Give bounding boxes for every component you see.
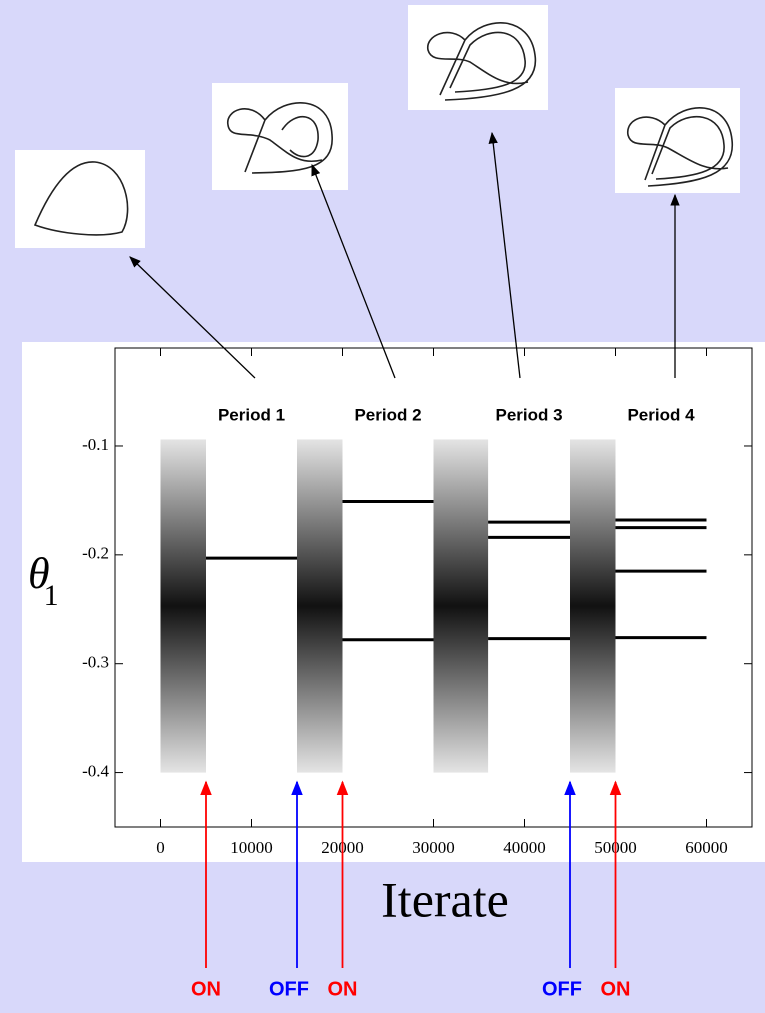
y-tick-label: -0.4 bbox=[82, 761, 109, 780]
transient-band bbox=[297, 439, 343, 772]
switch-label: ON bbox=[328, 978, 358, 1000]
period-label: Period 4 bbox=[627, 405, 695, 424]
switch-label: OFF bbox=[269, 978, 309, 1000]
period-label: Period 2 bbox=[354, 405, 421, 424]
transient-band bbox=[434, 439, 489, 772]
period-label: Period 3 bbox=[496, 405, 563, 424]
x-axis-label: Iterate bbox=[381, 871, 509, 927]
period-label: Period 1 bbox=[218, 405, 285, 424]
y-tick-label: -0.3 bbox=[82, 653, 109, 672]
transient-band bbox=[570, 439, 616, 772]
x-tick-label: 10000 bbox=[230, 838, 273, 857]
switch-label: ON bbox=[601, 978, 631, 1000]
y-axis-subscript: 1 bbox=[44, 579, 59, 612]
y-tick-label: -0.1 bbox=[82, 435, 109, 454]
x-tick-label: 0 bbox=[156, 838, 165, 857]
figure: Period 1Period 2Period 3Period 401000020… bbox=[0, 0, 765, 1008]
y-tick-label: -0.2 bbox=[82, 544, 109, 563]
transient-band bbox=[161, 439, 207, 772]
switch-label: ON bbox=[191, 978, 221, 1000]
x-tick-label: 40000 bbox=[503, 838, 546, 857]
switch-label: OFF bbox=[542, 978, 582, 1000]
thumbnails bbox=[15, 5, 740, 248]
x-tick-label: 30000 bbox=[412, 838, 455, 857]
x-tick-label: 60000 bbox=[685, 838, 728, 857]
period-arrow bbox=[492, 133, 520, 378]
